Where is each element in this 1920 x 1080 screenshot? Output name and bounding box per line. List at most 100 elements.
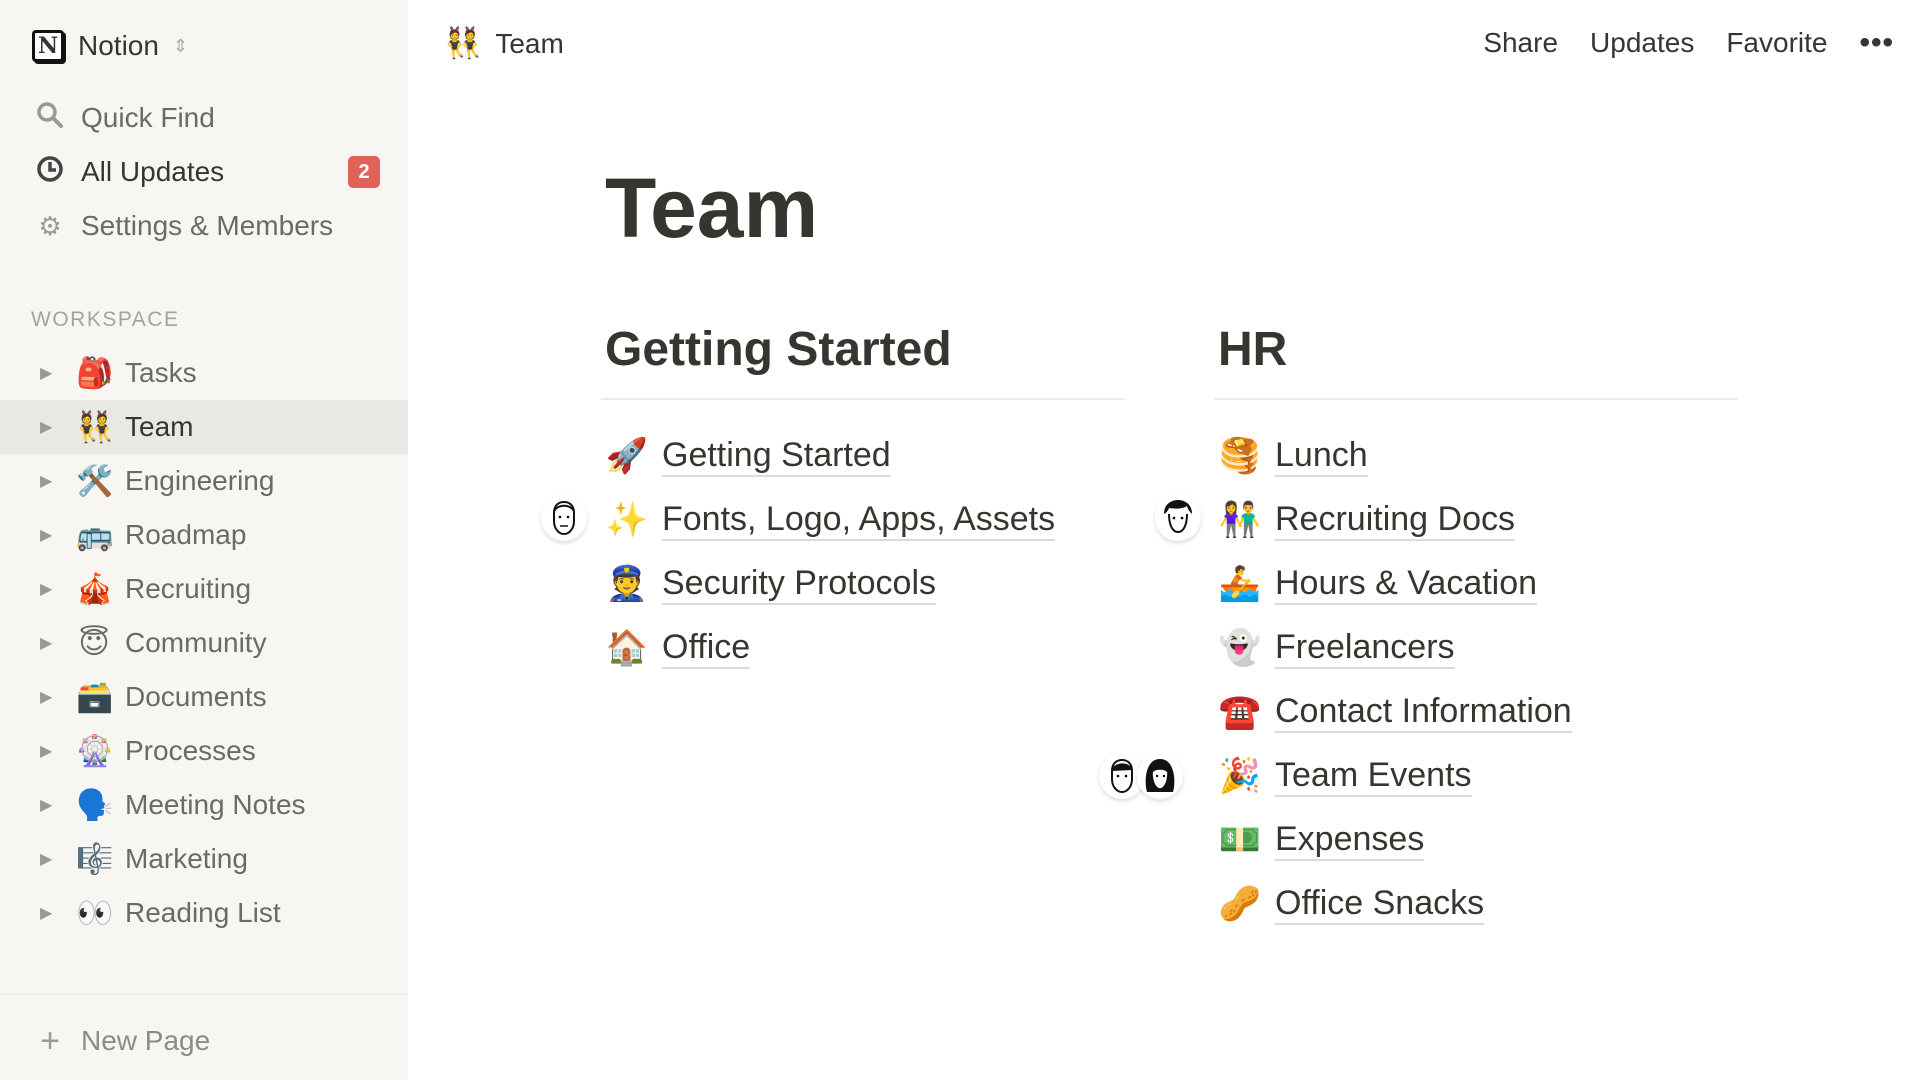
expand-arrow-icon[interactable]: ▶: [40, 365, 53, 382]
page-link[interactable]: 👮 Security Protocols: [605, 552, 1125, 616]
sidebar-item-community[interactable]: ▶ 😇 Community: [0, 616, 408, 670]
column-hr: HR 🥞 Lunch 👫 Recruiting Docs 🚣 Hours & Vacati…: [1214, 322, 1738, 936]
page-emoji-icon: 👮: [605, 565, 649, 603]
page-emoji-icon: 🎉: [1218, 757, 1262, 795]
sidebar-item-documents[interactable]: ▶ 🗃️ Documents: [0, 670, 408, 724]
sidebar-item-label: Tasks: [125, 357, 197, 388]
page-emoji-icon: 🗣️: [76, 788, 114, 822]
sidebar-item-marketing[interactable]: ▶ 🎼 Marketing: [0, 832, 408, 886]
avatar[interactable]: [1155, 495, 1201, 541]
page-link[interactable]: 👻 Freelancers: [1218, 616, 1738, 680]
page-title: Team: [605, 161, 819, 255]
column-getting-started: Getting Started 🚀 Getting Started ✨ Fonts, …: [601, 322, 1125, 680]
expand-arrow-icon[interactable]: ▶: [40, 473, 53, 490]
page-link-label[interactable]: Hours & Vacation: [1275, 563, 1538, 605]
page-link-label[interactable]: Contact Information: [1275, 691, 1572, 733]
page-link[interactable]: 💵 Expenses: [1218, 808, 1738, 872]
page-emoji-icon: 🗃️: [76, 680, 114, 714]
page-link[interactable]: 🚀 Getting Started: [605, 424, 1125, 488]
page-link[interactable]: 🥜 Office Snacks: [1218, 872, 1738, 936]
sidebar-item-label: Team: [125, 411, 194, 442]
page-link-label[interactable]: Recruiting Docs: [1275, 499, 1515, 541]
share-button[interactable]: Share: [1483, 27, 1559, 58]
quick-find[interactable]: Quick Find: [0, 91, 408, 145]
page-link[interactable]: 👫 Recruiting Docs: [1218, 488, 1738, 552]
expand-arrow-icon[interactable]: ▶: [40, 419, 53, 436]
page-link-label[interactable]: Office: [662, 627, 751, 669]
page-emoji-icon: 🥜: [1218, 885, 1262, 923]
page-link-label[interactable]: Expenses: [1275, 819, 1425, 861]
page-emoji-icon: 🎪: [76, 572, 114, 606]
notion-logo-icon: N: [32, 30, 64, 62]
divider: [0, 994, 408, 995]
page-link-label[interactable]: Lunch: [1275, 435, 1368, 477]
sidebar-item-label: Meeting Notes: [125, 789, 306, 820]
sidebar-item-label: Documents: [125, 681, 267, 712]
expand-arrow-icon[interactable]: ▶: [40, 689, 53, 706]
page-link-label[interactable]: Security Protocols: [662, 563, 936, 605]
page-emoji-icon: 👻: [1218, 629, 1262, 667]
breadcrumb[interactable]: 👯 Team: [444, 26, 564, 61]
new-page-label: New Page: [81, 1025, 211, 1056]
updates-button[interactable]: Updates: [1590, 27, 1695, 58]
sidebar-item-meeting-notes[interactable]: ▶ 🗣️ Meeting Notes: [0, 778, 408, 832]
settings-members[interactable]: ⚙ Settings & Members: [0, 199, 408, 253]
sidebar-item-label: Engineering: [125, 465, 275, 496]
page-link[interactable]: 🏠 Office: [605, 616, 1125, 680]
divider: [1214, 398, 1738, 400]
page-emoji-icon: 🥞: [1218, 437, 1262, 475]
page-link[interactable]: 🥞 Lunch: [1218, 424, 1738, 488]
sidebar-item-reading-list[interactable]: ▶ 👀 Reading List: [0, 886, 408, 940]
workspace-name: Notion: [78, 30, 159, 61]
new-page-button[interactable]: + New Page: [34, 1018, 210, 1064]
expand-arrow-icon[interactable]: ▶: [40, 905, 53, 922]
page-emoji-icon: 🚀: [605, 437, 649, 475]
page-emoji-icon: ✨: [605, 501, 649, 539]
expand-arrow-icon[interactable]: ▶: [40, 743, 53, 760]
expand-arrow-icon[interactable]: ▶: [40, 527, 53, 544]
workspace-switcher[interactable]: N Notion ⇕: [32, 26, 188, 66]
settings-label: Settings & Members: [81, 210, 334, 241]
page-link[interactable]: ✨ Fonts, Logo, Apps, Assets: [605, 488, 1125, 552]
page-emoji-icon: 🎒: [76, 356, 114, 390]
page-emoji-icon: 🛠️: [76, 464, 114, 498]
page-link[interactable]: 🎉 Team Events: [1218, 744, 1738, 808]
expand-arrow-icon[interactable]: ▶: [40, 797, 53, 814]
page-emoji-icon: 👀: [76, 896, 114, 930]
sidebar-item-team[interactable]: ▶ 👯 Team: [0, 400, 408, 454]
search-icon: [34, 101, 66, 136]
sidebar-item-label: Marketing: [125, 843, 248, 874]
page-emoji-icon: 🏠: [605, 629, 649, 667]
sidebar-item-label: Community: [125, 627, 267, 658]
page-link-label[interactable]: Getting Started: [662, 435, 891, 477]
breadcrumb-title: Team: [495, 27, 564, 59]
page-emoji-icon: 🎡: [76, 734, 114, 768]
avatar[interactable]: [1137, 753, 1183, 799]
avatar[interactable]: [541, 495, 587, 541]
page-link[interactable]: ☎️ Contact Information: [1218, 680, 1738, 744]
page-emoji-icon: 👫: [1218, 501, 1262, 539]
page-emoji-icon: ☎️: [1218, 693, 1262, 731]
favorite-button[interactable]: Favorite: [1726, 27, 1828, 58]
more-icon[interactable]: •••: [1859, 26, 1894, 59]
page-emoji-icon: 🚌: [76, 518, 114, 552]
sidebar-item-recruiting[interactable]: ▶ 🎪 Recruiting: [0, 562, 408, 616]
expand-arrow-icon[interactable]: ▶: [40, 581, 53, 598]
sidebar-item-tasks[interactable]: ▶ 🎒 Tasks: [0, 346, 408, 400]
expand-arrow-icon[interactable]: ▶: [40, 635, 53, 652]
sidebar-item-label: Recruiting: [125, 573, 252, 604]
quick-find-label: Quick Find: [81, 102, 215, 133]
sidebar-item-processes[interactable]: ▶ 🎡 Processes: [0, 724, 408, 778]
page-emoji-icon: 😇: [78, 626, 110, 660]
chevron-updown-icon: ⇕: [172, 35, 189, 56]
sidebar-item-roadmap[interactable]: ▶ 🚌 Roadmap: [0, 508, 408, 562]
sidebar-item-engineering[interactable]: ▶ 🛠️ Engineering: [0, 454, 408, 508]
all-updates[interactable]: All Updates 2: [0, 145, 408, 199]
page-link-label[interactable]: Team Events: [1275, 755, 1472, 797]
page-link-label[interactable]: Fonts, Logo, Apps, Assets: [662, 499, 1056, 541]
page-link-label[interactable]: Office Snacks: [1275, 883, 1485, 925]
expand-arrow-icon[interactable]: ▶: [40, 851, 53, 868]
sidebar-item-label: Roadmap: [125, 519, 247, 550]
page-link-label[interactable]: Freelancers: [1275, 627, 1455, 669]
page-link[interactable]: 🚣 Hours & Vacation: [1218, 552, 1738, 616]
